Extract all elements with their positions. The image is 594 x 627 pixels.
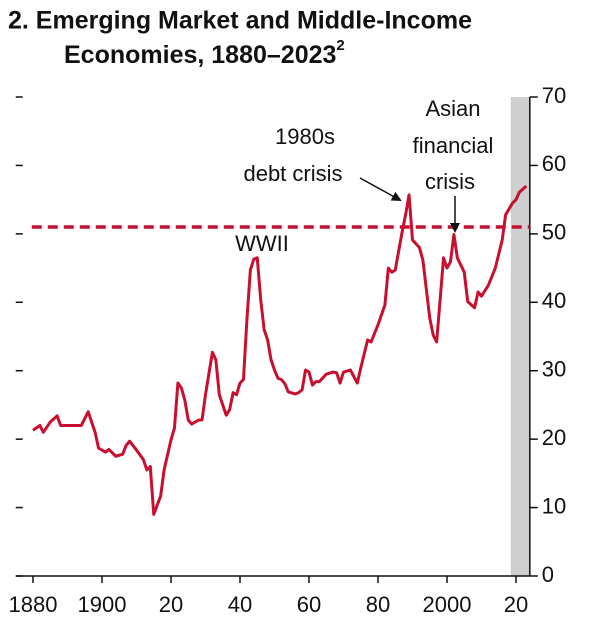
x-tick-label: 20 [159,592,183,617]
shaded-band [510,97,530,576]
data-line [32,184,528,516]
chart-title: Economies, 1880–2023 [64,41,336,69]
annotation: debt crisis [243,161,342,186]
annotation: Asian [425,96,480,121]
annotation: 1980s [275,124,335,149]
annotation: crisis [425,169,475,194]
x-tick-label: 60 [297,592,321,617]
y-tick-label: 20 [542,425,566,450]
plot-area: 0 10 20 30 40 50 60 70 1880 1900 20 40 60 80 2000 20 [9,83,567,617]
title-note: 2 [336,37,344,54]
x-tick-label: 1900 [78,592,127,617]
x-tick-label: 20 [504,592,528,617]
x-tick-label: 80 [366,592,390,617]
y-tick-label: 60 [542,151,566,176]
chart-title: Economies, 1880–20232 [64,37,345,69]
chart-title: 2. Emerging Market and Middle-Income [8,7,472,35]
annotation-arrow [359,177,402,201]
y-tick-label: 0 [542,562,554,587]
annotation: WWII [235,231,289,256]
y-tick-label: 10 [542,493,566,518]
x-tick-label: 1880 [9,592,58,617]
y-tick-label: 70 [542,83,566,108]
y-tick-label: 30 [542,357,566,382]
y-tick-label: 40 [542,288,566,313]
annotation: financial [413,133,494,158]
y-tick-label: 50 [542,220,566,245]
x-tick-label: 2000 [423,592,472,617]
x-tick-label: 40 [228,592,252,617]
